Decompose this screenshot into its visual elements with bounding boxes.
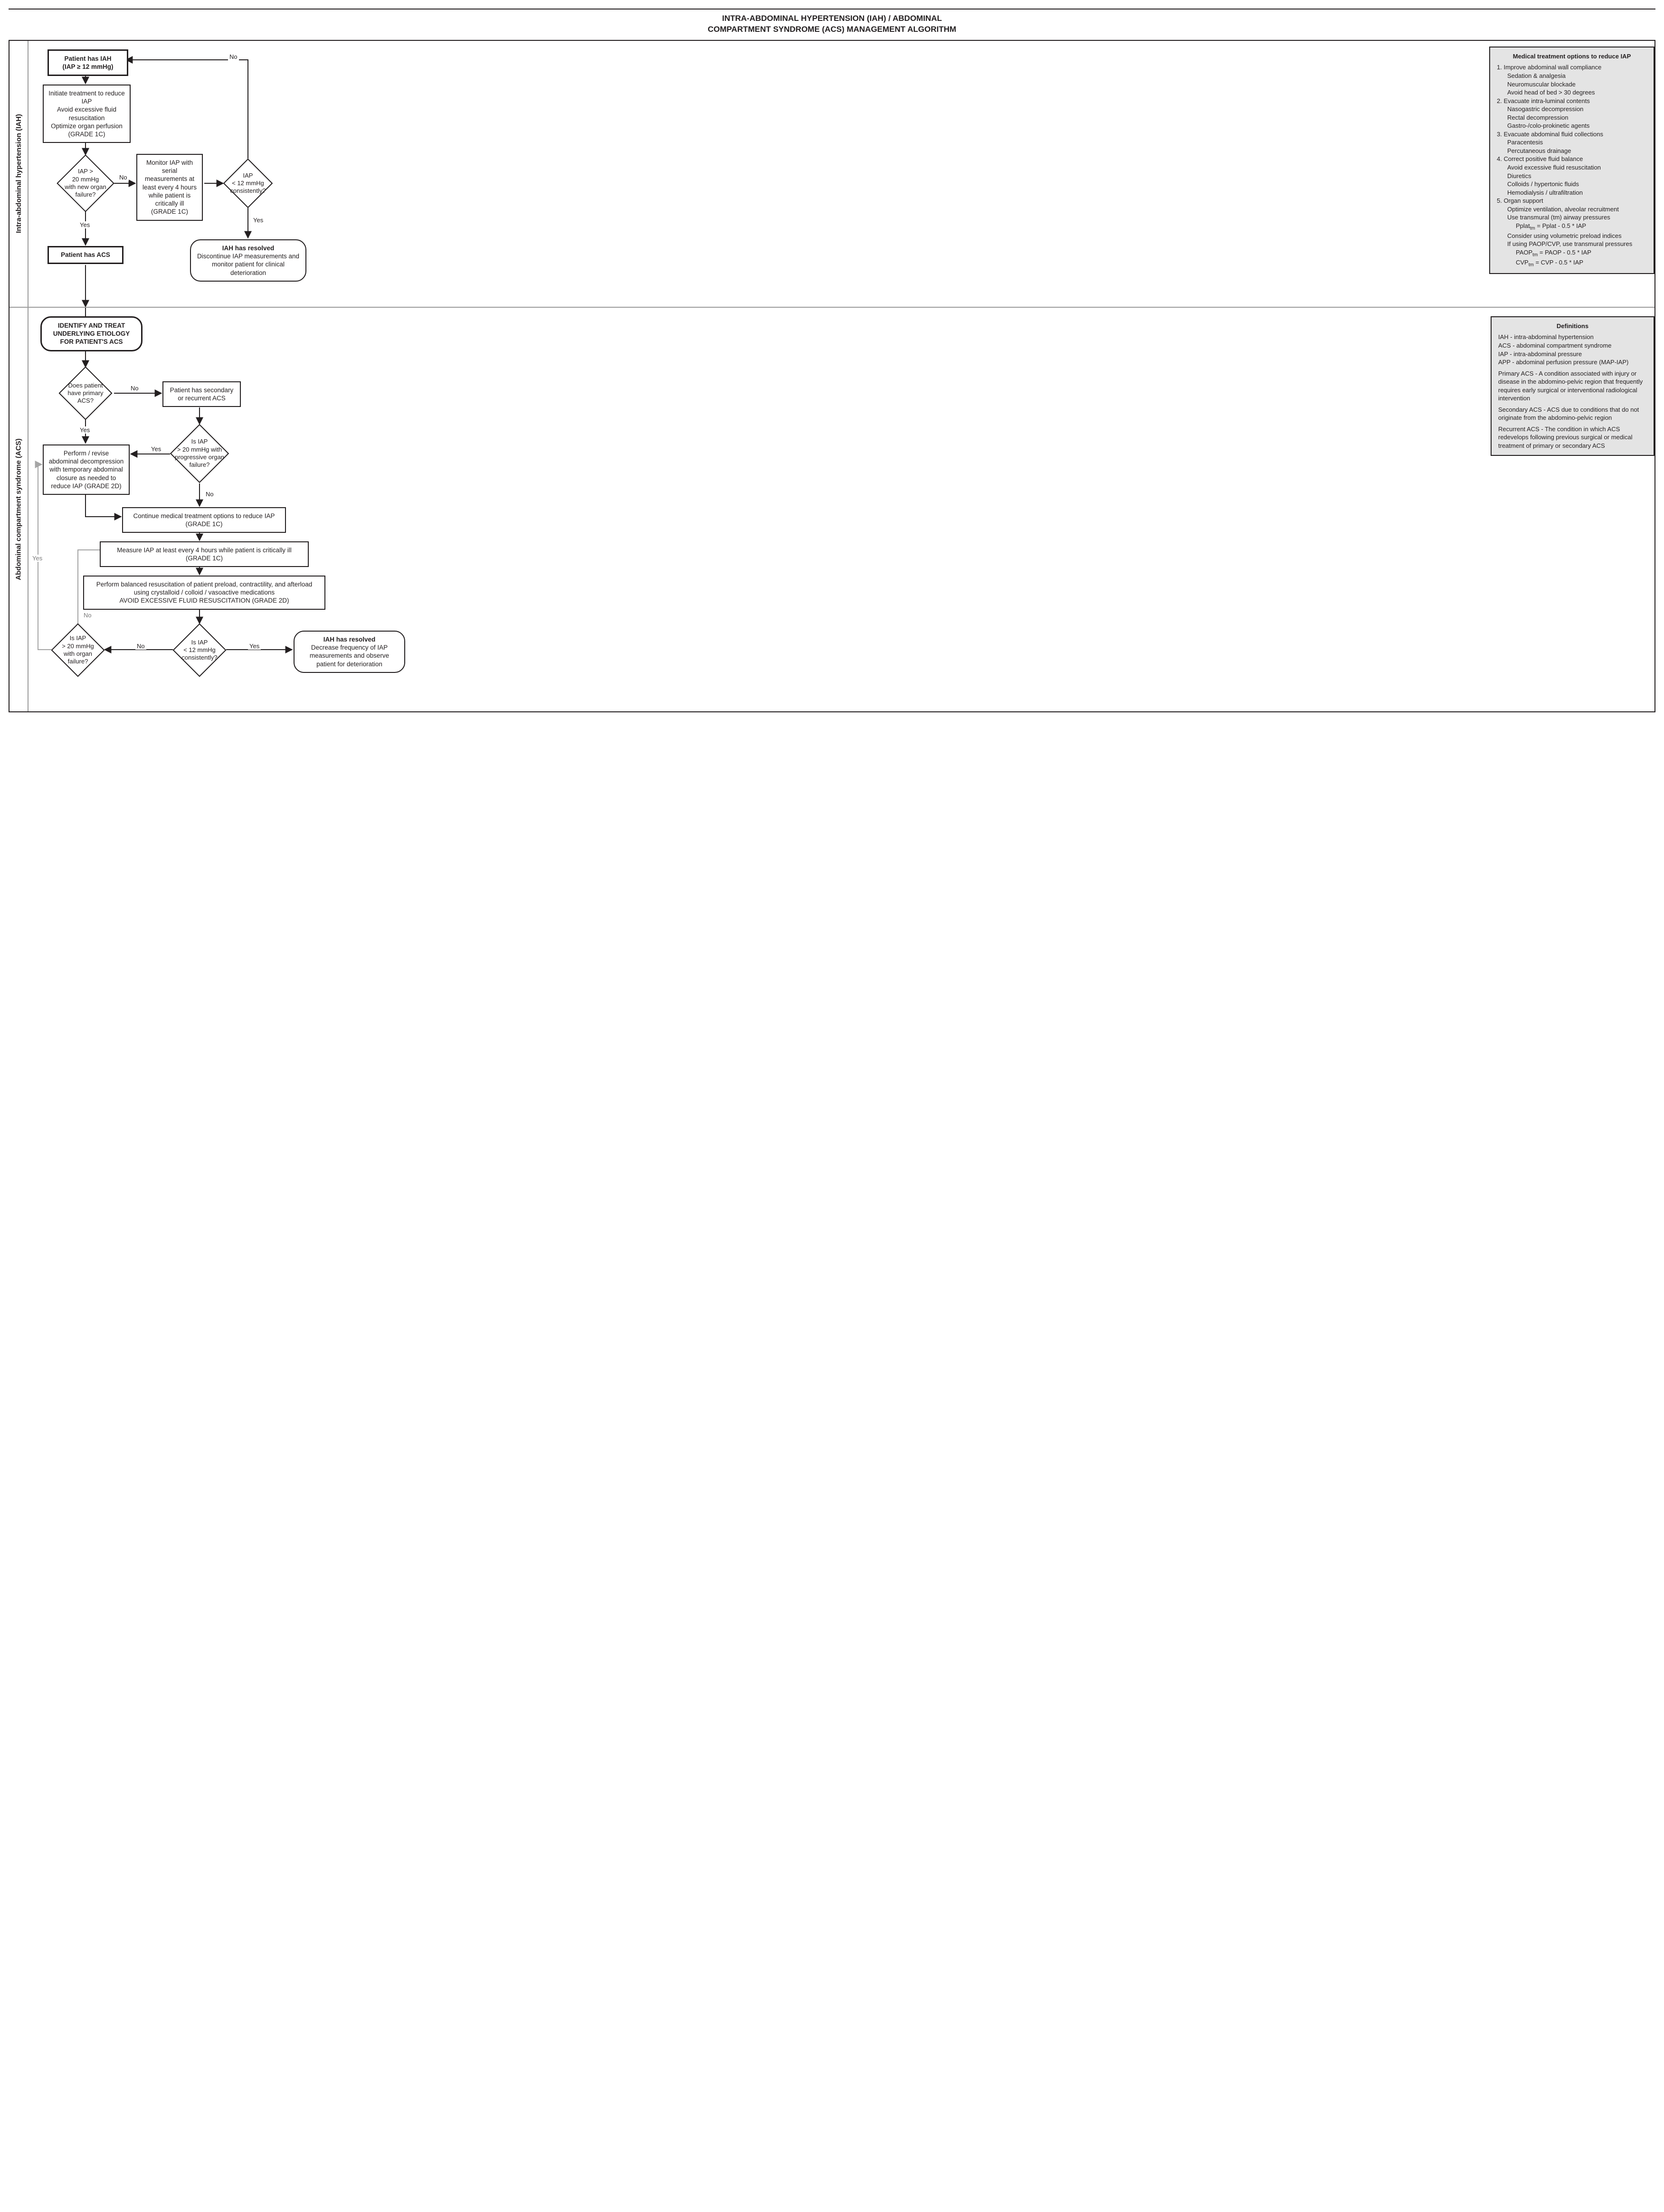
algorithm-container: Intra-abdominal hypertension (IAH) xyxy=(9,41,1655,712)
title-line1: INTRA-ABDOMINAL HYPERTENSION (IAH) / ABD… xyxy=(722,14,942,23)
acs-balanced-resuscitation: Perform balanced resuscitation of patien… xyxy=(83,576,325,610)
iah-decision-12mmhg: IAP < 12 mmHg consistently? xyxy=(223,159,273,208)
label-yes: Yes xyxy=(150,445,162,453)
label-no: No xyxy=(228,53,239,60)
label-no: No xyxy=(135,643,146,650)
iah-monitor-serial: Monitor IAP with serial measurements at … xyxy=(136,154,203,221)
title-line2: COMPARTMENT SYNDROME (ACS) MANAGEMENT AL… xyxy=(708,25,956,34)
section-acs-content: IDENTIFY AND TREAT UNDERLYING ETIOLOGY F… xyxy=(29,308,1654,711)
acs-decision-primary: Does patient have primary ACS? xyxy=(57,367,114,419)
section-acs: Abdominal compartment syndrome (ACS) xyxy=(10,307,1654,711)
acs-measure-iap: Measure IAP at least every 4 hours while… xyxy=(100,541,309,567)
acs-decision-organ-failure: Is IAP > 20 mmHg with organ failure? xyxy=(51,624,105,677)
label-yes: Yes xyxy=(78,221,91,228)
section-acs-label: Abdominal compartment syndrome (ACS) xyxy=(10,308,29,711)
iah-resolved: IAH has resolved Discontinue IAP measure… xyxy=(190,239,306,282)
acs-decompression: Perform / revise abdominal decompression… xyxy=(43,444,130,495)
acs-decision-progressive: Is IAP > 20 mmHg with progressive organ … xyxy=(170,424,229,483)
panel-medical-options: Medical treatment options to reduce IAP … xyxy=(1489,47,1654,274)
label-yes: Yes xyxy=(248,643,261,650)
iah-decision-20mmhg: IAP > 20 mmHg with new organ failure? xyxy=(57,155,114,212)
label-no: No xyxy=(82,612,93,619)
section-iah: Intra-abdominal hypertension (IAH) xyxy=(10,41,1654,307)
label-no: No xyxy=(118,174,129,181)
acs-decision-12mmhg: Is IAP < 12 mmHg consistently? xyxy=(173,624,226,677)
acs-secondary-recurrent: Patient has secondary or recurrent ACS xyxy=(162,381,241,407)
panel-definitions-body: IAH - intra-abdominal hypertensionACS - … xyxy=(1498,333,1647,450)
iah-patient-has-acs: Patient has ACS xyxy=(48,246,124,264)
section-iah-content: Patient has IAH (IAP ≥ 12 mmHg) Initiate… xyxy=(29,41,1654,307)
label-no: No xyxy=(129,385,140,392)
acs-identify-etiology: IDENTIFY AND TREAT UNDERLYING ETIOLOGY F… xyxy=(40,316,143,351)
section-iah-label: Intra-abdominal hypertension (IAH) xyxy=(10,41,29,307)
acs-iah-resolved: IAH has resolved Decrease frequency of I… xyxy=(294,631,405,673)
label-yes: Yes xyxy=(78,426,91,434)
page-title: INTRA-ABDOMINAL HYPERTENSION (IAH) / ABD… xyxy=(9,9,1655,41)
label-yes: Yes xyxy=(252,217,265,224)
panel-medical-options-body: 1. Improve abdominal wall complianceSeda… xyxy=(1497,63,1647,268)
label-yes: Yes xyxy=(31,555,44,562)
iah-initiate-treatment: Initiate treatment to reduce IAP Avoid e… xyxy=(43,85,131,143)
iah-start: Patient has IAH (IAP ≥ 12 mmHg) xyxy=(48,49,128,76)
panel-definitions: Definitions IAH - intra-abdominal hypert… xyxy=(1491,316,1654,456)
acs-continue-medical: Continue medical treatment options to re… xyxy=(122,507,286,533)
label-no: No xyxy=(204,491,215,498)
